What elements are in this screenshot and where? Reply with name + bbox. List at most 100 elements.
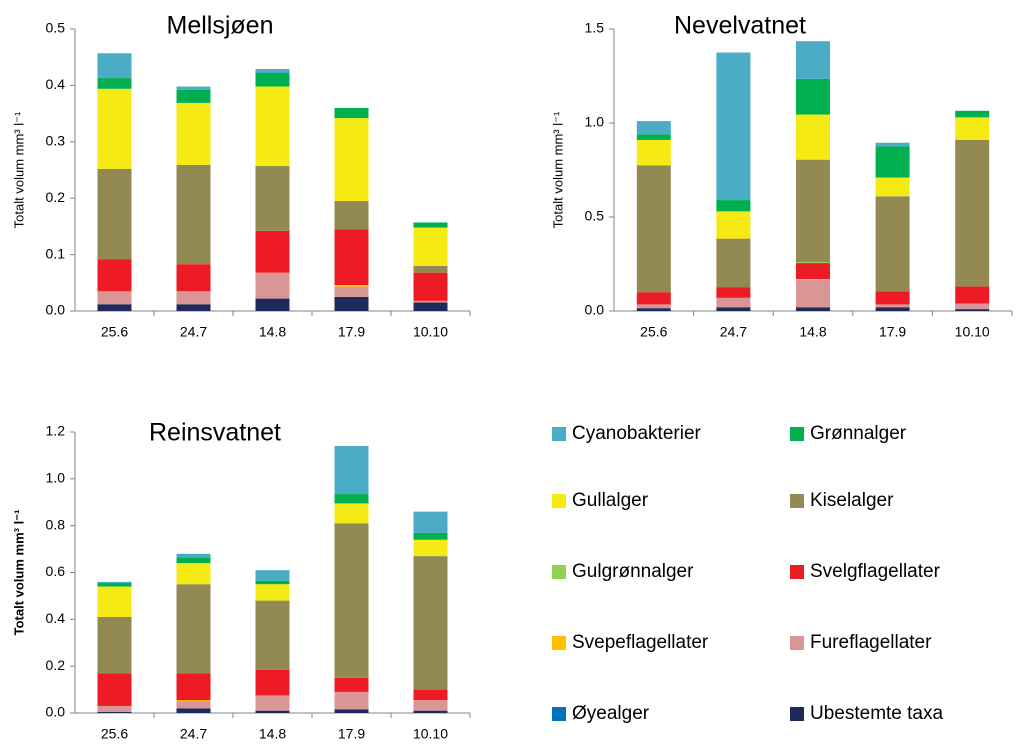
bar-segment — [255, 669, 290, 696]
bar-segment — [413, 710, 448, 713]
bar-segment — [955, 117, 990, 140]
x-tick-label: 14.8 — [799, 324, 826, 340]
bar-segment — [413, 556, 448, 690]
bar-segment — [176, 563, 211, 585]
bar-segment — [636, 165, 671, 293]
bar-segment — [716, 52, 751, 201]
x-tick-label: 10.10 — [413, 726, 448, 742]
y-tick-label: 0.2 — [46, 657, 66, 673]
bar-segment — [176, 304, 211, 311]
bar-segment — [955, 286, 990, 304]
bar-segment — [875, 146, 910, 178]
y-tick-label: 1.2 — [46, 423, 66, 439]
bar-segment — [334, 107, 369, 119]
bar-segment — [176, 708, 211, 713]
bar-segment — [955, 139, 990, 287]
bar-segment — [716, 238, 751, 288]
legend-swatch — [790, 427, 804, 441]
legend-swatch — [790, 636, 804, 650]
y-tick-label: 0.2 — [46, 189, 66, 205]
chart-title: Mellsjøen — [167, 12, 274, 40]
bar-segment — [97, 673, 132, 706]
bar-segment — [875, 177, 910, 197]
bar-segment — [176, 673, 211, 701]
legend-swatch — [552, 427, 566, 441]
bar-segment — [334, 709, 369, 713]
y-axis-label: Totalt volum mm³ l⁻¹ — [550, 111, 565, 228]
bar-segment — [636, 292, 671, 305]
bar-segment — [255, 600, 290, 670]
bar-segment — [716, 307, 751, 311]
bar-segment — [716, 200, 751, 212]
bar-segment — [636, 121, 671, 135]
bar-segment — [97, 304, 132, 311]
x-tick-label: 14.8 — [259, 324, 286, 340]
bar-segment — [176, 700, 211, 702]
y-axis-label: Totalt volum mm³ l⁻¹ — [11, 510, 26, 636]
x-tick-label: 24.7 — [720, 324, 747, 340]
bar-segment — [796, 41, 830, 79]
bar-segment — [255, 69, 290, 73]
bar-segment — [636, 308, 671, 311]
bar-segment — [716, 297, 751, 308]
bar-segment — [875, 291, 910, 305]
bar-segment — [875, 304, 910, 308]
legend-label: Øyealger — [572, 703, 650, 724]
bar-segment — [176, 553, 211, 558]
legend-swatch — [790, 707, 804, 721]
bar-segment — [413, 302, 448, 311]
bar-segment — [413, 265, 448, 273]
bar-segment — [255, 710, 290, 713]
bar-segment — [176, 164, 211, 265]
bar-segment — [334, 503, 369, 524]
bar-segment — [716, 287, 751, 298]
y-tick-label: 0.5 — [46, 20, 66, 36]
x-tick-label: 25.6 — [101, 324, 128, 340]
legend-swatch — [552, 494, 566, 508]
bar-segment — [334, 296, 369, 311]
chart-title: Reinsvatnet — [149, 419, 281, 447]
y-tick-label: 1.0 — [585, 114, 605, 130]
y-tick-label: 0.8 — [46, 516, 66, 532]
bar-segment — [334, 286, 369, 297]
x-tick-label: 24.7 — [180, 726, 207, 742]
legend-label: Cyanobakterier — [572, 423, 702, 444]
chart-title: Nevelvatnet — [674, 12, 806, 40]
bar-segment — [97, 705, 132, 712]
bar-segment — [97, 78, 132, 89]
x-tick-label: 14.8 — [259, 726, 286, 742]
y-tick-label: 0.4 — [46, 610, 66, 626]
bar-segment — [796, 114, 830, 160]
x-tick-label: 24.7 — [180, 324, 207, 340]
bar-segment — [955, 303, 990, 310]
legend-label: Grønnalger — [810, 423, 907, 444]
bar-segment — [97, 168, 132, 260]
bar-segment — [176, 264, 211, 292]
bar-segment — [255, 230, 290, 273]
y-tick-label: 0.0 — [585, 302, 605, 318]
bar-segment — [176, 291, 211, 305]
bar-segment — [334, 118, 369, 202]
bar-segment — [334, 494, 369, 504]
bar-segment — [413, 539, 448, 557]
y-tick-label: 1.5 — [585, 20, 605, 36]
legend-label: Svepeflagellater — [572, 632, 709, 653]
bar-segment — [413, 532, 448, 540]
legend-swatch — [552, 565, 566, 579]
y-tick-label: 0.3 — [46, 133, 66, 149]
y-tick-label: 0.5 — [585, 208, 605, 224]
bar-segment — [636, 304, 671, 309]
y-tick-label: 0.0 — [46, 302, 66, 318]
x-tick-label: 25.6 — [101, 726, 128, 742]
legend-label: Gullalger — [572, 490, 649, 511]
y-axis-label: Totalt volum mm³ l⁻¹ — [11, 111, 26, 228]
bar-segment — [796, 279, 830, 280]
bar-segment — [97, 581, 132, 584]
bar-segment — [97, 586, 132, 617]
bar-segment — [413, 689, 448, 701]
bar-segment — [716, 211, 751, 239]
bar-segment — [97, 53, 132, 79]
bar-segment — [97, 711, 132, 713]
bar-segment — [334, 677, 369, 692]
y-tick-label: 0.4 — [46, 76, 66, 92]
